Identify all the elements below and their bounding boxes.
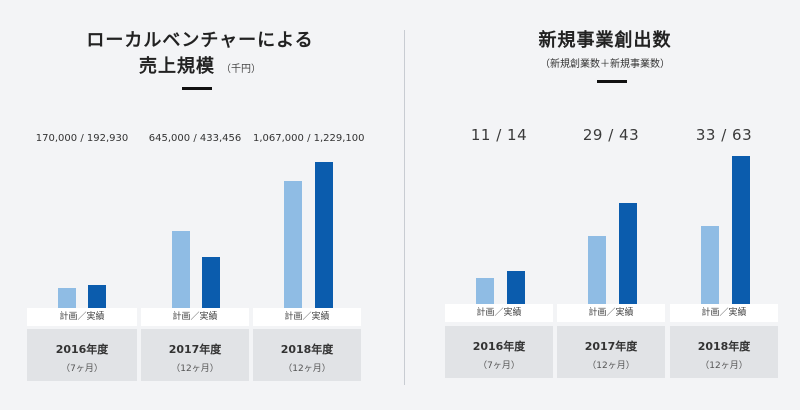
period-label: （12ヶ月） (283, 364, 331, 374)
sales-bar-actual-2016 (88, 285, 106, 308)
year-box: 2018年度 （12ヶ月） (253, 329, 361, 381)
business-value-label: 29 / 43 (582, 126, 640, 144)
sales-value-label: 645,000 / 433,456 (148, 133, 242, 144)
period-label: （12ヶ月） (587, 361, 635, 371)
title-underline (597, 80, 627, 83)
business-bar-actual-2016 (507, 271, 525, 304)
plan-actual-caption: 計画／実績 (141, 308, 249, 326)
year-label: 2017年度 (168, 343, 222, 356)
period-label: （12ヶ月） (171, 364, 219, 374)
business-value-label: 33 / 63 (695, 126, 753, 144)
year-box: 2016年度 （7ヶ月） (445, 326, 553, 378)
business-bar-plan-2016 (476, 278, 494, 304)
panel-divider (404, 30, 405, 385)
year-label: 2018年度 (280, 343, 334, 356)
period-label: （12ヶ月） (700, 361, 748, 371)
business-bar-actual-2018 (732, 156, 750, 304)
plan-actual-caption: 計画／実績 (27, 308, 137, 326)
business-bar-actual-2017 (619, 203, 637, 304)
business-group-1: 29 / 43 計画／実績 2017年度 （12ヶ月） (557, 0, 665, 410)
sales-chart-title-line2: 売上規模 （千円） (0, 52, 400, 78)
plan-actual-caption: 計画／実績 (670, 304, 778, 322)
sales-group-0: 170,000 / 192,930 計画／実績 2016年度 （7ヶ月） (27, 0, 137, 410)
sales-bar-plan-2018 (284, 181, 302, 308)
sales-scale-panel: ローカルベンチャーによる 売上規模 （千円） 170,000 / 192,930 … (0, 0, 400, 410)
sales-value-label: 1,067,000 / 1,229,100 (253, 133, 365, 144)
business-group-2: 33 / 63 計画／実績 2018年度 （12ヶ月） (670, 0, 778, 410)
year-box: 2017年度 （12ヶ月） (557, 326, 665, 378)
business-bar-plan-2017 (588, 236, 606, 304)
year-label: 2017年度 (584, 340, 638, 353)
business-group-0: 11 / 14 計画／実績 2016年度 （7ヶ月） (445, 0, 553, 410)
sales-value-label: 170,000 / 192,930 (35, 133, 129, 144)
business-chart-subtitle: （新規創業数＋新規事業数） (540, 59, 670, 70)
sales-group-2: 1,067,000 / 1,229,100 計画／実績 2018年度 （12ヶ月… (253, 0, 365, 410)
business-chart-title: 新規事業創出数 (538, 30, 672, 51)
year-box: 2016年度 （7ヶ月） (27, 329, 137, 381)
business-value-label: 11 / 14 (470, 126, 528, 144)
sales-chart-title: ローカルベンチャーによる (86, 30, 314, 51)
sales-unit-label: （千円） (221, 64, 261, 75)
year-label: 2016年度 (472, 340, 526, 353)
period-label: （7ヶ月） (61, 364, 103, 374)
sales-bar-actual-2017 (202, 257, 220, 308)
sales-bar-plan-2017 (172, 231, 190, 308)
sales-bar-plan-2016 (58, 288, 76, 308)
business-bar-plan-2018 (701, 226, 719, 304)
year-box: 2017年度 （12ヶ月） (141, 329, 249, 381)
sales-bar-actual-2018 (315, 162, 333, 308)
plan-actual-caption: 計画／実績 (445, 304, 553, 322)
title-underline (182, 87, 212, 90)
plan-actual-caption: 計画／実績 (557, 304, 665, 322)
year-box: 2018年度 （12ヶ月） (670, 326, 778, 378)
sales-group-1: 645,000 / 433,456 計画／実績 2017年度 （12ヶ月） (141, 0, 249, 410)
year-label: 2018年度 (697, 340, 751, 353)
year-label: 2016年度 (55, 343, 109, 356)
plan-actual-caption: 計画／実績 (253, 308, 361, 326)
sales-chart-title-main: 売上規模 (139, 56, 215, 77)
new-business-panel: 新規事業創出数 （新規創業数＋新規事業数） 11 / 14 計画／実績 2016… (410, 0, 800, 410)
period-label: （7ヶ月） (478, 361, 520, 371)
